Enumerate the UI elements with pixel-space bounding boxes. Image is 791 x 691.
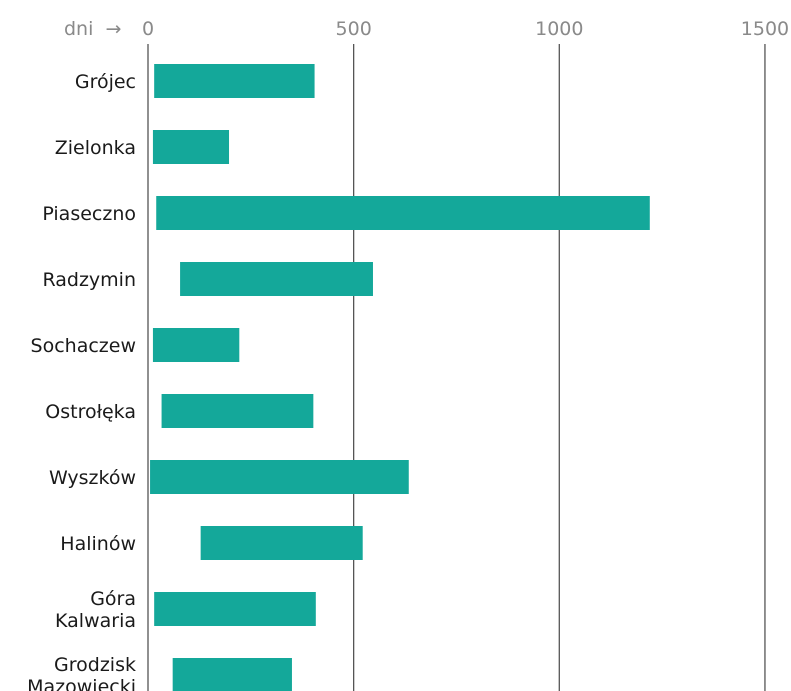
bar-6 xyxy=(150,460,409,494)
x-axis-unit: dni xyxy=(64,18,93,40)
x-axis-unit-label: dni → xyxy=(64,18,121,40)
bar-0 xyxy=(154,64,315,98)
category-label: Piaseczno xyxy=(42,203,136,225)
x-tick-label: 1000 xyxy=(535,18,583,40)
category-label: Góra Kalwaria xyxy=(55,588,136,632)
category-label: Grójec xyxy=(75,71,136,93)
gridlines xyxy=(147,44,766,691)
bar-5 xyxy=(161,394,314,428)
category-label: Grodzisk Mazowiecki xyxy=(27,654,136,691)
category-label: Wyszków xyxy=(49,467,136,489)
x-axis: dni → 0 500 1000 1500 xyxy=(64,18,789,40)
category-label: Radzymin xyxy=(42,269,136,291)
x-tick-label: 0 xyxy=(142,18,154,40)
bar-4 xyxy=(152,328,240,362)
bar-3 xyxy=(180,262,373,296)
bar-9 xyxy=(172,658,292,691)
x-tick-label: 1500 xyxy=(741,18,789,40)
bar-7 xyxy=(200,526,363,560)
category-label: Sochaczew xyxy=(31,335,136,357)
x-axis-unit-arrow: → xyxy=(105,18,121,40)
bar-8 xyxy=(154,592,316,626)
bar-1 xyxy=(152,130,230,164)
category-label: Zielonka xyxy=(55,137,136,159)
x-tick-label: 500 xyxy=(336,18,372,40)
category-label: Halinów xyxy=(60,533,136,555)
bars xyxy=(150,64,650,691)
bar-2 xyxy=(156,196,650,230)
category-labels: Grójec Zielonka Piaseczno Radzymin Sochaczew… xyxy=(27,71,136,691)
category-label: Ostrołęka xyxy=(45,401,136,423)
